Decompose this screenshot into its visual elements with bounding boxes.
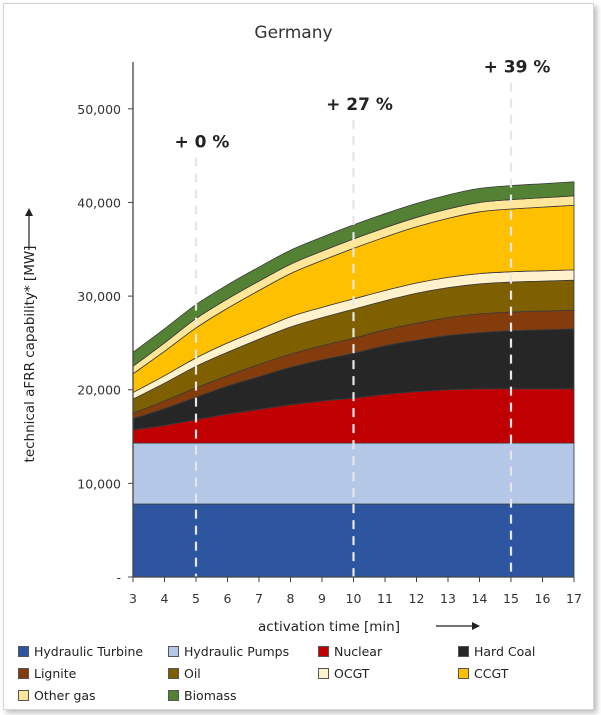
x-tick-label: 7 xyxy=(255,591,263,606)
legend-label: Nuclear xyxy=(334,644,383,659)
x-tick-label: 4 xyxy=(161,591,169,606)
legend-label: CCGT xyxy=(474,666,509,681)
y-tick-label: 20,000 xyxy=(77,383,121,398)
legend-swatch xyxy=(458,646,469,657)
legend-item: Biomass xyxy=(168,688,237,703)
legend-item: Hydraulic Turbine xyxy=(18,644,143,659)
legend-label: Lignite xyxy=(34,666,77,681)
x-tick-label: 12 xyxy=(409,591,425,606)
x-tick-label: 16 xyxy=(535,591,551,606)
x-axis-label: activation time [min] xyxy=(258,619,400,635)
annotation-label-15: + 39 % xyxy=(484,58,551,78)
legend-item: Hydraulic Pumps xyxy=(168,644,289,659)
legend-label: Hard Coal xyxy=(474,644,536,659)
legend-item: Lignite xyxy=(18,666,76,681)
legend-swatch xyxy=(168,690,179,701)
y-axis-arrowhead xyxy=(25,208,33,216)
legend-label: Hydraulic Turbine xyxy=(34,644,144,659)
x-tick-label: 17 xyxy=(566,591,582,606)
legend-item: Oil xyxy=(168,666,201,681)
x-tick-label: 3 xyxy=(129,591,137,606)
legend-swatch xyxy=(18,668,29,679)
x-tick-label: 13 xyxy=(440,591,456,606)
y-axis-label: technical aFRR capability* [MW] xyxy=(22,246,38,463)
legend-label: Other gas xyxy=(34,688,96,703)
legend-item: Nuclear xyxy=(318,644,382,659)
x-tick-label: 9 xyxy=(318,591,326,606)
x-tick-label: 11 xyxy=(377,591,393,606)
legend: Hydraulic Turbine Hydraulic Pumps Nuclear H… xyxy=(18,644,598,714)
x-tick-label: 6 xyxy=(224,591,232,606)
y-tick-label: 10,000 xyxy=(77,476,121,491)
x-tick-label: 15 xyxy=(503,591,519,606)
area-biomass xyxy=(132,181,575,368)
y-tick-label: 50,000 xyxy=(77,102,121,117)
legend-item: Hard Coal xyxy=(458,644,535,659)
y-tick-label: 40,000 xyxy=(77,195,121,210)
legend-swatch xyxy=(168,646,179,657)
chart-title: Germany xyxy=(254,23,332,43)
legend-label: Hydraulic Pumps xyxy=(184,644,290,659)
legend-swatch xyxy=(18,646,29,657)
annotation-label-5: + 0 % xyxy=(175,133,230,153)
chart: Germany + 0 % + 27 % + 39 % - 10,000 20,000 30,… xyxy=(22,23,582,635)
annotation-label-10: + 27 % xyxy=(326,95,393,115)
chart-frame: Germany + 0 % + 27 % + 39 % - 10,000 20,000 30,… xyxy=(3,3,594,710)
x-tick-label: 14 xyxy=(472,591,488,606)
x-tick-label: 10 xyxy=(346,591,362,606)
legend-item: CCGT xyxy=(458,666,508,681)
legend-label: Oil xyxy=(184,666,201,681)
x-tick-label: 5 xyxy=(192,591,200,606)
legend-label: OCGT xyxy=(334,666,370,681)
legend-item: OCGT xyxy=(318,666,369,681)
legend-label: Biomass xyxy=(184,688,237,703)
x-axis-arrowhead xyxy=(472,622,480,630)
legend-swatch xyxy=(18,690,29,701)
legend-swatch xyxy=(318,646,329,657)
y-tick-label: 30,000 xyxy=(77,289,121,304)
x-tick-label: 8 xyxy=(287,591,295,606)
y-tick-label: - xyxy=(116,570,121,585)
legend-item: Other gas xyxy=(18,688,96,703)
legend-swatch xyxy=(168,668,179,679)
legend-swatch xyxy=(458,668,469,679)
legend-swatch xyxy=(318,668,329,679)
